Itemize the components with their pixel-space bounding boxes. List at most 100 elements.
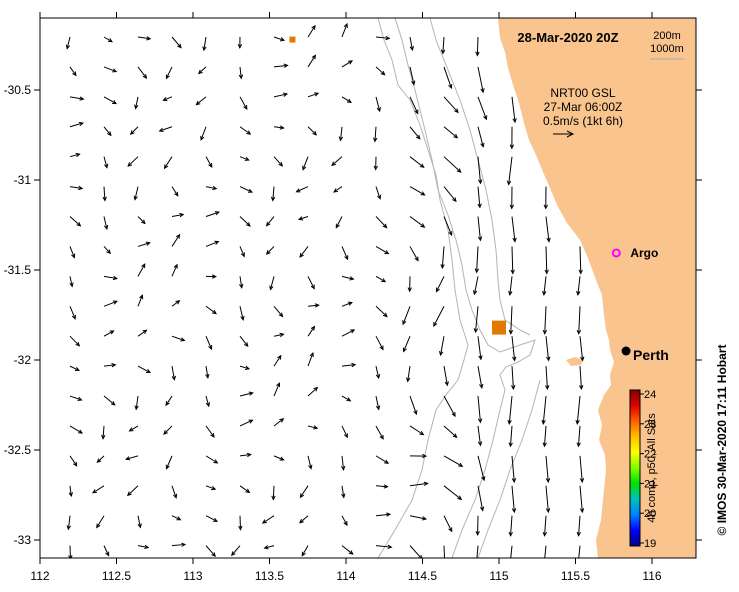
current-arrow — [544, 246, 549, 275]
current-arrow — [307, 386, 319, 397]
current-arrow — [579, 455, 585, 484]
current-arrow — [474, 246, 479, 274]
current-arrow — [239, 485, 251, 494]
current-arrow — [443, 425, 458, 438]
current-arrow — [375, 275, 387, 283]
current-arrow — [103, 362, 117, 368]
current-arrow — [137, 294, 144, 307]
current-arrow — [239, 276, 244, 289]
colorbar-tick-label: 22 — [644, 449, 656, 461]
current-arrow — [511, 455, 517, 484]
current-arrow — [231, 545, 241, 557]
current-arrow — [103, 216, 109, 231]
current-arrow — [341, 60, 354, 68]
current-arrow — [205, 515, 219, 522]
current-arrow — [335, 216, 343, 229]
current-arrow — [137, 216, 146, 225]
current-arrow — [171, 233, 181, 247]
current-arrow — [477, 336, 483, 361]
current-arrow — [510, 545, 513, 558]
current-arrow — [96, 455, 105, 464]
current-arrow — [477, 425, 483, 447]
current-arrow — [134, 395, 139, 411]
current-arrow — [575, 395, 581, 425]
current-arrow — [331, 156, 343, 167]
x-tick-label: 113 — [183, 569, 202, 583]
current-arrow — [307, 425, 319, 430]
current-arrow — [205, 366, 210, 379]
current-arrow — [263, 545, 275, 550]
current-arrow — [402, 306, 411, 326]
current-arrow — [273, 382, 281, 397]
current-arrow — [409, 186, 426, 196]
current-arrow — [265, 216, 275, 227]
current-arrow — [477, 126, 485, 148]
current-arrow — [307, 455, 313, 470]
current-arrow — [341, 22, 348, 38]
current-arrow — [545, 336, 551, 362]
current-arrow — [69, 425, 84, 434]
current-arrow — [239, 335, 249, 348]
current-arrow — [375, 425, 384, 440]
current-arrow — [103, 156, 109, 169]
current-arrow — [102, 186, 107, 202]
current-arrow — [307, 92, 320, 98]
current-arrow — [443, 515, 453, 533]
current-arrow — [508, 306, 514, 335]
current-arrow — [443, 216, 453, 237]
current-arrow — [137, 36, 152, 41]
current-arrow — [409, 395, 418, 416]
current-arrow — [127, 156, 139, 167]
current-arrow — [237, 36, 243, 49]
contour-legend-1000m: 1000m — [650, 43, 684, 55]
x-tick-label: 115.5 — [561, 569, 590, 583]
current-arrow — [375, 186, 382, 200]
current-arrow — [341, 485, 346, 499]
current-arrow — [443, 395, 456, 418]
current-arrow — [578, 545, 581, 558]
current-arrow — [165, 455, 173, 470]
current-arrow — [238, 66, 244, 80]
current-arrow — [409, 515, 428, 521]
current-arrow — [511, 485, 517, 514]
current-arrow — [375, 366, 381, 380]
current-arrow — [137, 263, 146, 277]
plot-frame — [39, 17, 697, 559]
current-arrow — [409, 156, 425, 168]
current-arrow — [406, 366, 411, 383]
sst-patch — [289, 36, 296, 43]
current-arrow — [576, 276, 581, 296]
contour-south — [477, 379, 541, 558]
current-arrow — [69, 96, 85, 101]
current-arrow — [273, 63, 289, 68]
current-arrow — [69, 246, 76, 259]
current-arrow — [133, 186, 139, 201]
current-arrow — [509, 186, 514, 210]
sst-patch — [492, 320, 506, 335]
current-arrow — [402, 336, 411, 353]
current-arrow — [373, 126, 378, 143]
current-arrow — [579, 336, 585, 362]
current-arrow — [238, 515, 243, 531]
current-arrow — [129, 126, 139, 135]
credit-text: © IMOS 30-Mar-2020 17:11 Hobart — [715, 345, 729, 536]
colorbar-title: 4h comp, p50, All Sats — [646, 413, 658, 523]
current-arrow — [103, 126, 112, 137]
current-arrow — [506, 156, 513, 186]
colorbar-tick-label: 23 — [644, 419, 656, 431]
current-arrow — [443, 156, 462, 173]
current-arrow — [171, 515, 182, 521]
current-arrow — [409, 481, 429, 487]
current-arrow — [239, 306, 245, 321]
current-arrow — [477, 96, 488, 121]
current-arrow — [477, 455, 486, 482]
current-arrow — [239, 365, 251, 370]
current-arrow — [299, 246, 309, 258]
current-arrow — [373, 156, 378, 171]
current-arrow — [443, 126, 459, 139]
current-arrow — [273, 125, 285, 130]
current-arrow — [69, 216, 82, 227]
current-arrow — [171, 300, 181, 307]
current-arrow — [440, 246, 445, 270]
